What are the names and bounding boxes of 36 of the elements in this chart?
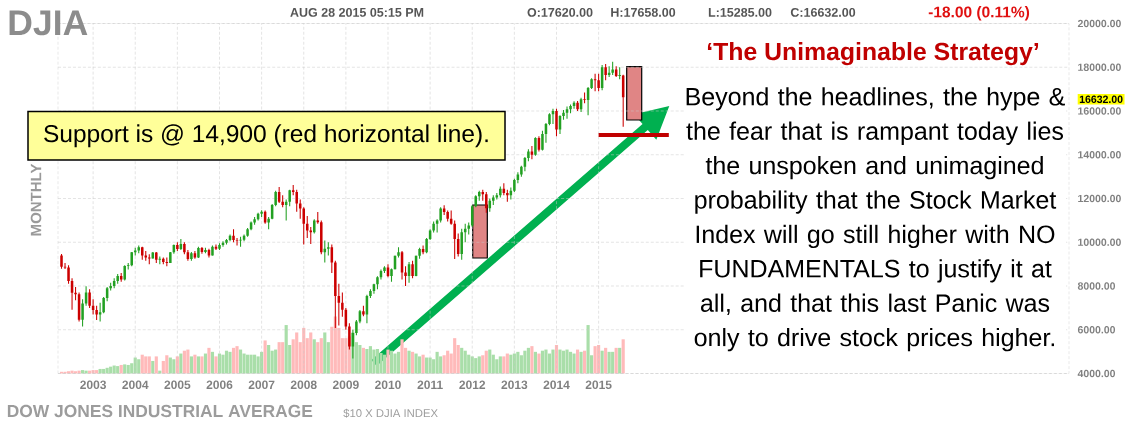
x-tick-label: 2010 [375, 380, 401, 390]
annotation: ‘The Unimaginable Strategy’ [707, 42, 1039, 66]
x-tick-label: 2005 [164, 380, 191, 390]
x-tick-label: 2004 [122, 380, 149, 390]
x-tick-label: 2013 [501, 380, 528, 390]
text: O:17620.00 [527, 7, 593, 17]
x-tick-label: 2008 [290, 380, 317, 390]
y-tick-label: 6000.00 [1077, 326, 1116, 334]
y-tick-label: 10000.00 [1078, 238, 1121, 246]
chart-subtitle: AUG 28 2015 05:15 PM [290, 7, 424, 17]
x-tick-label: 2011 [417, 380, 443, 390]
x-tick-label: 2014 [543, 380, 570, 390]
y-tick-label: 14000.00 [1078, 151, 1121, 159]
x-tick-label: 2006 [206, 380, 233, 390]
y-tick-label: 12000.00 [1078, 194, 1121, 203]
x-tick-label: 2009 [332, 380, 359, 390]
x-tick-label: 2003 [80, 380, 107, 390]
text: DOW JONES INDUSTRIAL AVERAGE [7, 404, 313, 418]
y-tick-label: 18000.00 [1078, 63, 1121, 71]
x-tick-label: 2007 [248, 380, 275, 390]
text: C:16632.00 [790, 7, 856, 17]
y-tick-label: 4000.00 [1077, 369, 1116, 378]
text: $10 X DJIA INDEX [343, 408, 438, 418]
annotation: Support is @ 14,900 (red horizontal line). [44, 124, 488, 148]
text: L:15285.00 [708, 7, 772, 17]
y-tick-label: 20000.00 [1077, 19, 1121, 28]
text: -18.00 (0.11%) [928, 6, 1030, 21]
text: MONTHLY [30, 163, 42, 236]
text: H:17658.00 [611, 7, 676, 17]
y-tick-label: 8000.00 [1077, 282, 1116, 290]
x-tick-label: 2012 [459, 380, 486, 390]
text: 16632.00 [1079, 95, 1123, 104]
y-tick-label: 16000.00 [1078, 107, 1121, 115]
x-tick-label: 2015 [585, 380, 612, 390]
chart-title: DJIA [9, 10, 88, 36]
annotation: Beyond the headlines, the hype & the fear that is rampant today lies the unspoken and unimagined probability that the Stock Market Index will go still higher with NO FUNDAMENTALS to justify it at all, and that this last Panic was only to drive stock prices higher. [686, 87, 1065, 352]
